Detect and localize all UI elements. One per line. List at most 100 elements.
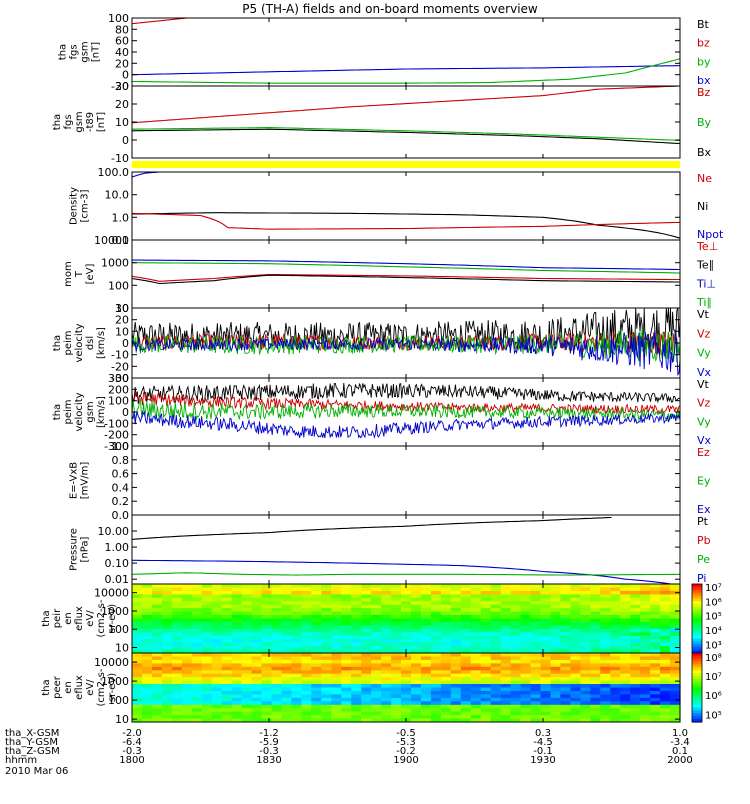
heatmap-cell bbox=[480, 615, 492, 619]
heatmap-cell bbox=[341, 584, 352, 588]
heatmap-cell bbox=[660, 701, 671, 706]
heatmap-cell bbox=[570, 673, 581, 678]
heatmap-cell bbox=[341, 590, 352, 595]
heatmap-cell bbox=[401, 694, 412, 699]
heatmap-cell bbox=[450, 666, 462, 671]
heatmap-cell bbox=[261, 711, 273, 716]
heatmap-cell bbox=[191, 649, 203, 654]
colorbar-tick-label: 10⁷ bbox=[705, 583, 722, 594]
heatmap-cell bbox=[620, 697, 631, 702]
heatmap-cell bbox=[610, 625, 621, 630]
heatmap-cell bbox=[291, 625, 302, 630]
heatmap-cell bbox=[181, 608, 193, 613]
heatmap-cell bbox=[670, 704, 681, 709]
heatmap-cell bbox=[480, 639, 492, 644]
heatmap-cell bbox=[321, 635, 332, 640]
colorbar-cell bbox=[692, 676, 702, 680]
colorbar-cell bbox=[692, 586, 702, 591]
heatmap-cell bbox=[341, 594, 352, 599]
heatmap-cell bbox=[440, 584, 452, 588]
heatmap-cell bbox=[630, 635, 641, 640]
heatmap-cell bbox=[132, 680, 143, 685]
heatmap-cell bbox=[490, 584, 502, 588]
heatmap-cell bbox=[630, 715, 641, 720]
heatmap-cell bbox=[211, 608, 223, 613]
heatmap-cell bbox=[221, 701, 233, 706]
heatmap-cell bbox=[321, 646, 332, 651]
heatmap-cell bbox=[440, 715, 452, 720]
heatmap-cell bbox=[460, 584, 472, 588]
panel-frame bbox=[131, 171, 681, 241]
heatmap-cell bbox=[590, 708, 601, 713]
heatmap-cell bbox=[500, 653, 512, 657]
heatmap-cell bbox=[221, 615, 233, 619]
heatmap-cell bbox=[181, 635, 193, 640]
heatmap-cell bbox=[440, 711, 452, 716]
heatmap-cell bbox=[620, 673, 631, 678]
heatmap-cell bbox=[640, 635, 651, 640]
heatmap-cell bbox=[480, 656, 492, 661]
heatmap-cell bbox=[241, 656, 253, 661]
heatmap-cell bbox=[311, 708, 322, 713]
heatmap-cell bbox=[500, 711, 512, 716]
heatmap-cell bbox=[480, 687, 492, 692]
heatmap-cell bbox=[401, 632, 412, 637]
heatmap-cell bbox=[630, 649, 641, 654]
heatmap-cell bbox=[132, 684, 143, 688]
heatmap-cell bbox=[660, 590, 671, 595]
heatmap-cell bbox=[201, 649, 213, 654]
heatmap-cell bbox=[211, 590, 223, 595]
y-tick-label: -200 bbox=[104, 429, 129, 442]
heatmap-cell bbox=[391, 649, 402, 654]
heatmap-cell bbox=[570, 656, 581, 661]
heatmap-cell bbox=[161, 597, 173, 602]
heatmap-cell bbox=[241, 718, 253, 723]
heatmap-cell bbox=[610, 646, 621, 651]
heatmap-cell bbox=[480, 701, 492, 706]
heatmap-cell bbox=[650, 594, 661, 599]
heatmap-cell bbox=[540, 615, 552, 619]
y-axis-label: tha bbox=[41, 610, 52, 626]
panel-frame bbox=[131, 445, 681, 516]
heatmap-cell bbox=[301, 653, 312, 657]
heatmap-cell bbox=[640, 628, 651, 633]
heatmap-cell bbox=[281, 694, 293, 699]
heatmap-cell bbox=[321, 604, 332, 609]
heatmap-cell bbox=[640, 711, 651, 716]
heatmap-cell bbox=[470, 659, 482, 664]
heatmap-cell bbox=[610, 642, 621, 647]
heatmap-cell bbox=[391, 653, 402, 657]
heatmap-cell bbox=[381, 653, 392, 657]
heatmap-cell bbox=[171, 639, 183, 644]
heatmap-cell bbox=[171, 625, 183, 630]
heatmap-cell bbox=[132, 666, 143, 671]
heatmap-cell bbox=[420, 625, 432, 630]
heatmap-cell bbox=[161, 701, 173, 706]
heatmap-cell bbox=[650, 611, 661, 616]
heatmap-cell bbox=[371, 697, 382, 702]
heatmap-cell bbox=[391, 663, 402, 668]
orbit-row-label: hhmm bbox=[5, 755, 37, 766]
heatmap-cell bbox=[181, 632, 193, 637]
heatmap-cell bbox=[640, 701, 651, 706]
heatmap-cell bbox=[480, 663, 492, 668]
heatmap-cell bbox=[620, 659, 631, 664]
heatmap-cell bbox=[560, 697, 571, 702]
heatmap-cell bbox=[610, 684, 621, 688]
heatmap-cell bbox=[361, 597, 372, 602]
heatmap-cell bbox=[161, 697, 173, 702]
heatmap-cell bbox=[610, 628, 621, 633]
heatmap-cell bbox=[660, 697, 671, 702]
heatmap-cell bbox=[221, 711, 233, 716]
heatmap-cell bbox=[221, 697, 233, 702]
heatmap-cell bbox=[490, 691, 502, 695]
heatmap-cell bbox=[520, 677, 532, 682]
heatmap-cell bbox=[460, 687, 472, 692]
heatmap-cell bbox=[251, 663, 263, 668]
heatmap-cell bbox=[161, 680, 173, 685]
heatmap-cell bbox=[381, 611, 392, 616]
heatmap-cell bbox=[132, 653, 143, 657]
heatmap-cell bbox=[191, 691, 203, 695]
heatmap-cell bbox=[650, 711, 661, 716]
heatmap-cell bbox=[231, 618, 243, 623]
